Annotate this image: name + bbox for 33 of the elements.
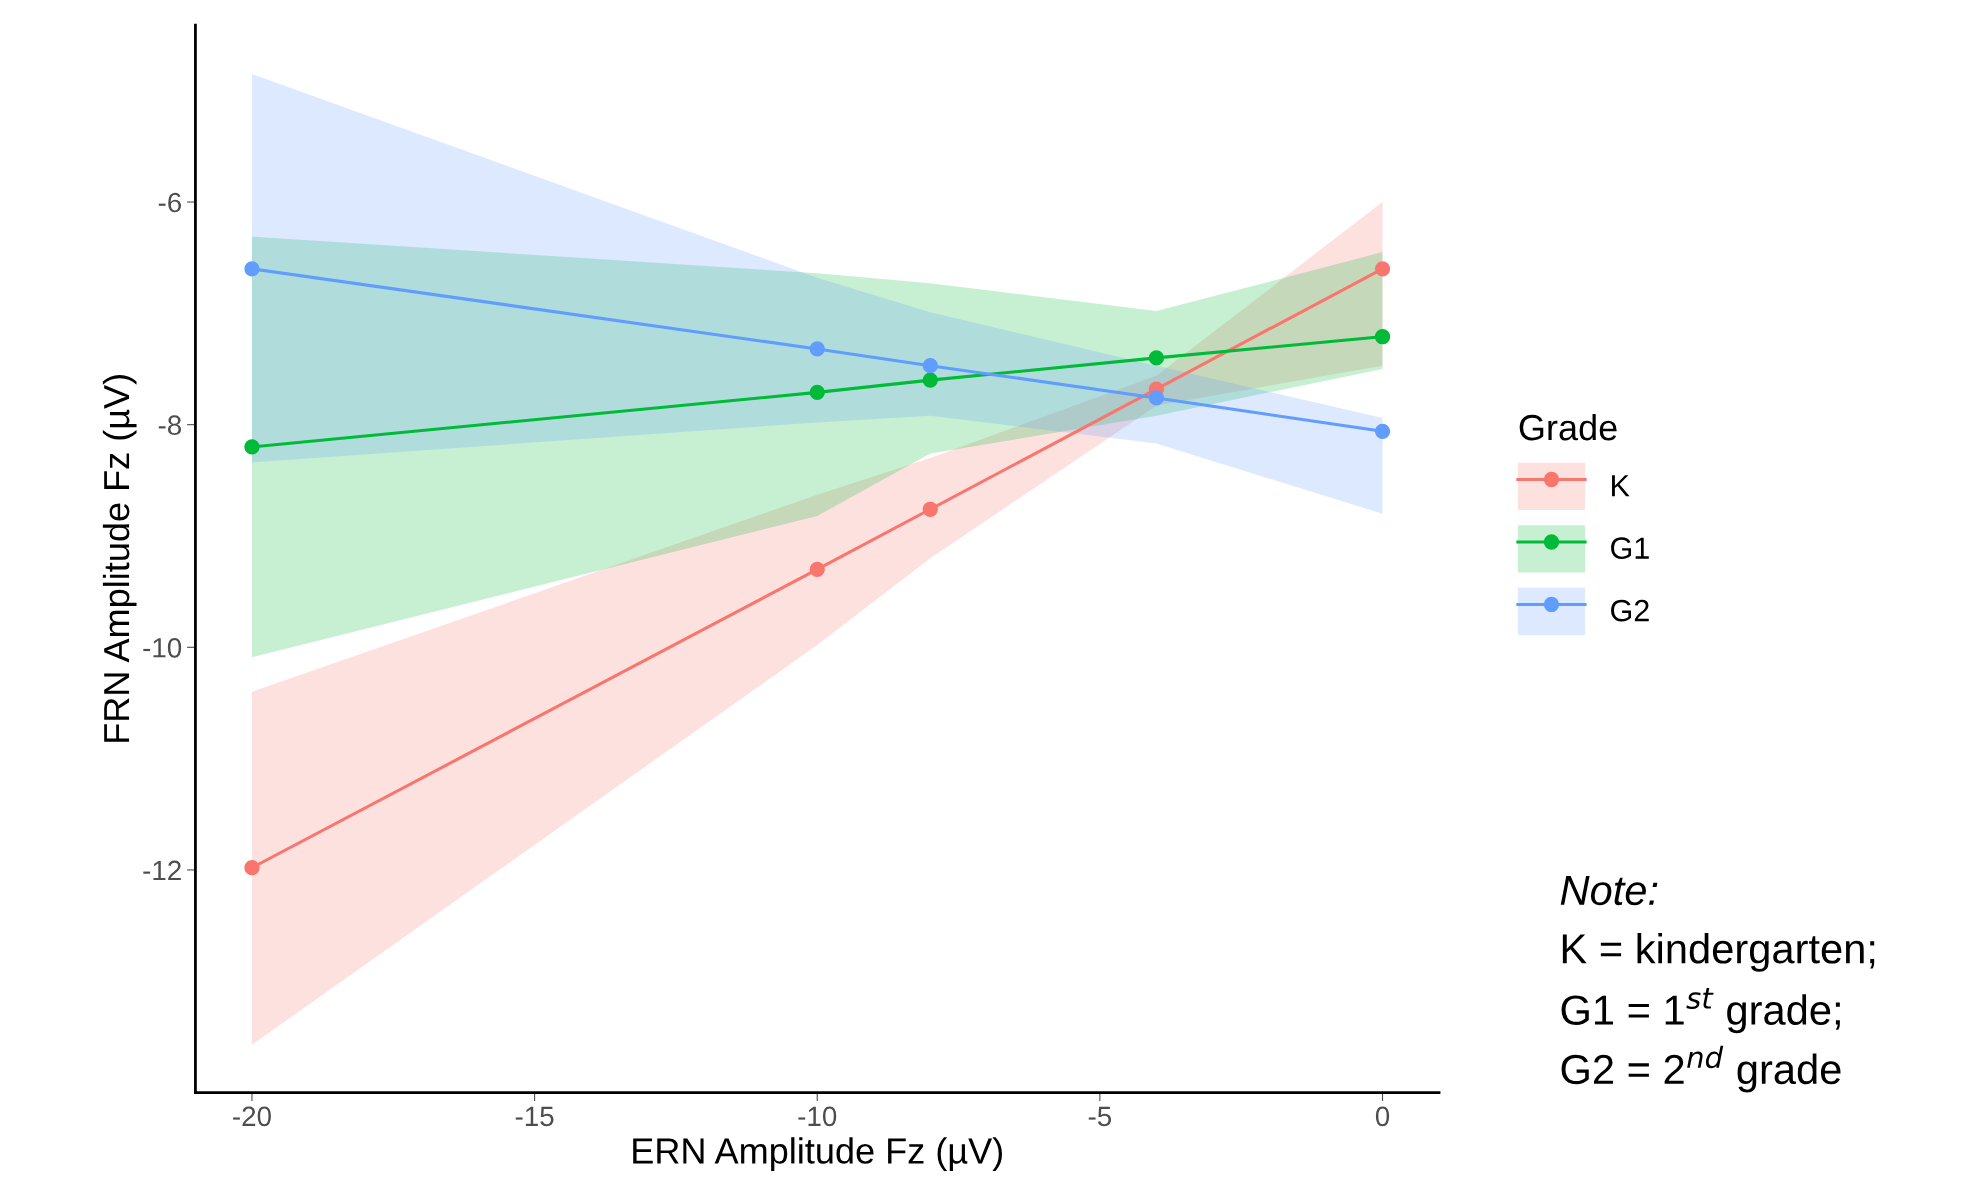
legend-label: G2 [1611,599,1649,622]
point [1374,423,1391,439]
point [244,261,260,277]
y-tick-label: -12 [143,860,181,881]
text: G1 = 1$^{st}$ grade; [1561,988,1840,1034]
x-tick-label: -5 [1088,1106,1112,1127]
point [1374,261,1391,277]
text: G2 = 2$^{nd}$ grade [1561,1045,1841,1093]
legend-label: G1 [1611,537,1649,559]
x-tick-label: -10 [798,1106,837,1127]
y-tick-label: -10 [143,637,182,658]
point [922,501,938,517]
point [1374,329,1391,345]
point [1148,390,1165,406]
text: K = kindergarten; [1562,932,1875,972]
x-tick-label: 0 [1375,1106,1390,1127]
y-tick-label: -6 [158,192,182,213]
text: Note: [1560,876,1658,906]
legend-label: K [1612,475,1630,497]
point [1148,350,1165,366]
x-tick-label: -20 [233,1106,271,1127]
point [244,860,260,876]
x-axis-title: ERN Amplitude Fz (µV) [633,1137,1002,1171]
point [922,372,938,388]
point [809,341,825,357]
x-tick-label: -15 [515,1106,554,1127]
point [922,358,938,374]
point [809,384,825,401]
y-tick-label: -8 [158,415,182,436]
legend-title: Grade [1519,413,1617,441]
point [244,439,260,455]
y-axis-title: FRN Amplitude Fz (µV) [102,375,137,742]
point [809,561,825,578]
